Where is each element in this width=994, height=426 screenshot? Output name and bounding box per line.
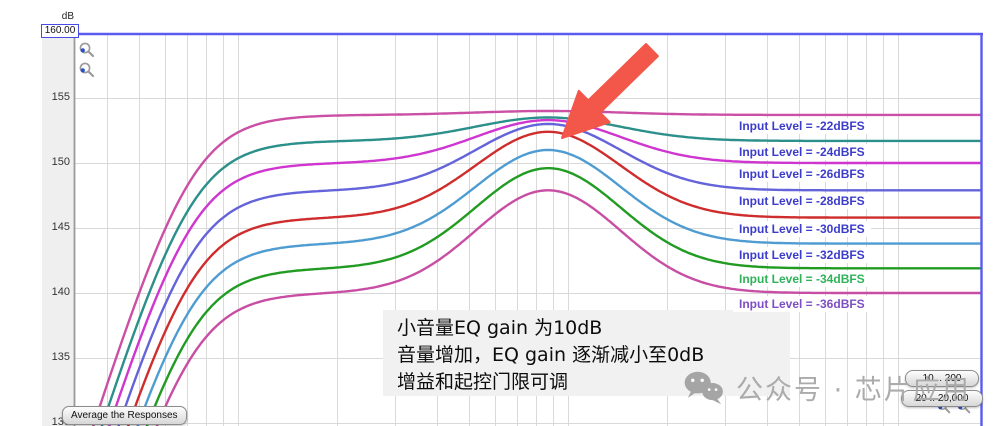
y-tick-150: 150 <box>51 156 70 168</box>
zoom-in-icon[interactable] <box>78 41 96 64</box>
series-label--26dBFS: Input Level = -26dBFS <box>733 166 871 182</box>
series-label--36dBFS: Input Level = -36dBFS <box>733 296 871 312</box>
response-curve--22dBFS <box>92 109 982 426</box>
y-tick-135: 135 <box>51 351 70 363</box>
response-curve--30dBFS <box>126 130 982 426</box>
series-label--30dBFS: Input Level = -30dBFS <box>733 220 871 237</box>
y-tick-155: 155 <box>51 91 70 103</box>
response-curve--24dBFS <box>100 116 982 426</box>
annotation-line-2: 音量增加，EQ gain 逐渐减小至0dB <box>397 344 705 366</box>
y-axis-max-value-box[interactable]: 160.00 <box>41 24 79 38</box>
response-curve--34dBFS <box>145 166 982 426</box>
series-label--34dBFS: Input Level = -34dBFS <box>733 271 871 288</box>
response-curve--26dBFS <box>108 118 982 426</box>
annotation-box: 小音量EQ gain 为10dB 音量增加，EQ gain 逐渐减小至0dB 增… <box>383 310 790 396</box>
series-label--28dBFS: Input Level = -28dBFS <box>733 193 871 210</box>
series-label--22dBFS: Input Level = -22dBFS <box>733 117 871 134</box>
y-axis-unit-label: dB <box>61 11 74 22</box>
magnifier-icon <box>79 42 95 58</box>
y-axis-gutter <box>42 33 74 426</box>
response-curve--36dBFS <box>155 189 982 426</box>
freq-range-10-200-button[interactable]: 10 .. 200 <box>905 370 979 387</box>
series-label--32dBFS: Input Level = -32dBFS <box>733 246 871 263</box>
y-tick-140: 140 <box>51 286 70 298</box>
zoom-out-icon[interactable] <box>78 61 96 84</box>
y-tick-130: 130 <box>51 416 70 426</box>
magnifier-icon <box>79 62 95 78</box>
annotation-line-1: 小音量EQ gain 为10dB <box>397 317 603 339</box>
y-tick-145: 145 <box>51 221 70 233</box>
response-curve--28dBFS <box>117 122 982 426</box>
red-callout-arrow <box>561 43 659 139</box>
annotation-line-3: 增益和起控门限可调 <box>397 371 569 393</box>
response-curve--32dBFS <box>136 148 982 426</box>
freq-range-20-20000-button[interactable]: 20 .. 20,000 <box>901 390 983 407</box>
average-responses-button[interactable]: Average the Responses <box>62 406 187 425</box>
series-label--24dBFS: Input Level = -24dBFS <box>733 143 871 160</box>
